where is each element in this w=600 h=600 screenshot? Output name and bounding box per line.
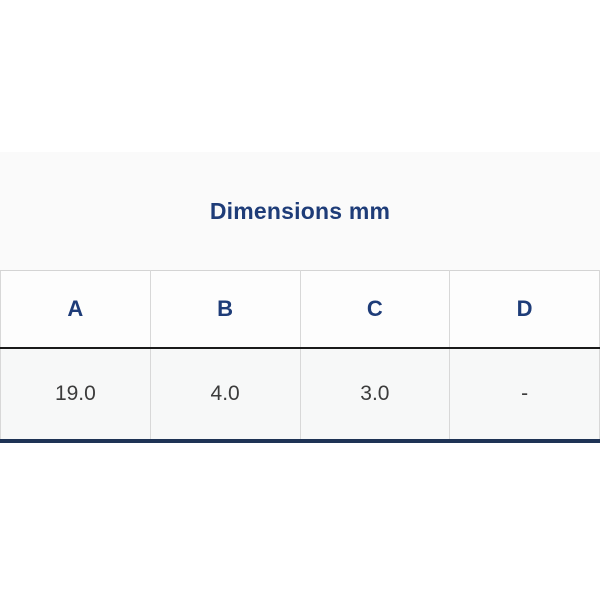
cell-d: - — [449, 347, 600, 441]
table-header: A B C D — [0, 270, 600, 348]
table-header-row: A B C D — [0, 270, 600, 348]
cell-a: 19.0 — [54, 381, 96, 405]
cell-c: 3.0 — [299, 347, 450, 441]
table-row: 19.0 4.0 3.0 - — [0, 347, 600, 441]
cell-b: 4.0 — [149, 347, 300, 441]
section-title: Dimensions mm — [209, 197, 391, 224]
column-header-a: A — [67, 295, 84, 321]
column-header-b: B — [149, 270, 300, 348]
dimensions-table: A B C D 19.0 4.0 3.0 - — [0, 270, 600, 443]
dimensions-section: Dimensions mm A B C D 19.0 4.0 3.0 - — [0, 152, 600, 443]
bottom-whitespace — [0, 442, 600, 596]
column-header-c: C — [299, 270, 450, 348]
top-whitespace — [0, 0, 600, 152]
table-body: 19.0 4.0 3.0 - — [0, 347, 600, 441]
column-header-d: D — [449, 270, 600, 348]
